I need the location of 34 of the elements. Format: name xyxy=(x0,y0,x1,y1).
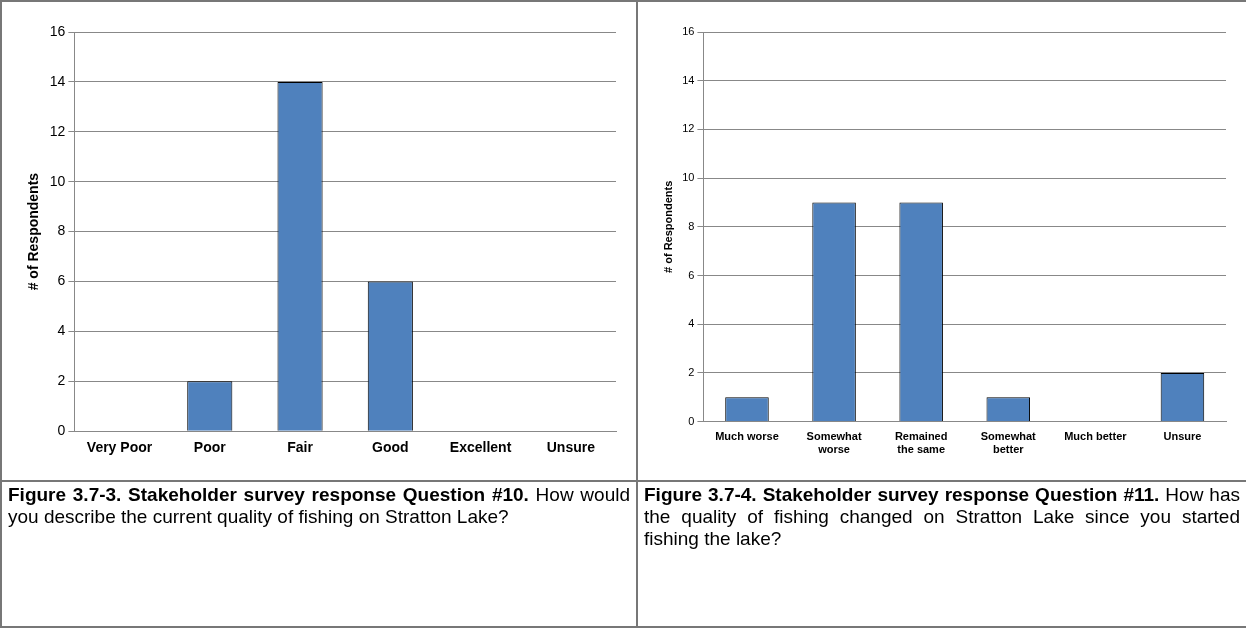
y-tick-label: 10 xyxy=(682,171,695,184)
y-tick-label: 0 xyxy=(688,414,695,427)
y-tick-label: 2 xyxy=(57,372,66,389)
y-tick-label: 16 xyxy=(682,25,695,38)
y-tick-label: 6 xyxy=(57,272,66,289)
y-tick-label: 8 xyxy=(57,222,66,239)
x-tick-label: Much worse xyxy=(715,430,779,443)
y-tick-label: 12 xyxy=(682,122,695,135)
y-tick-label: 10 xyxy=(49,172,66,189)
y-tick-label: 0 xyxy=(57,422,66,439)
y-tick-label: 14 xyxy=(49,72,66,89)
y-tick-label: 8 xyxy=(688,219,695,232)
y-tick-label: 4 xyxy=(688,317,695,330)
y-tick-label: 4 xyxy=(57,322,66,339)
x-tick-label: Somewhat better xyxy=(980,430,1037,456)
x-tick-label: Excellent xyxy=(449,439,512,456)
y-axis-title: # of Respondents xyxy=(661,180,674,273)
y-tick-label: 6 xyxy=(688,268,695,281)
x-tick-label: Much better xyxy=(1064,430,1128,443)
text: Figure 3.7-3. Stakeholder survey response Question #10. xyxy=(8,484,529,505)
y-axis-title: # of Respondents xyxy=(25,172,42,291)
x-tick-label: Poor xyxy=(193,439,227,456)
x-tick-label: Fair xyxy=(287,439,314,456)
x-tick-label: Unsure xyxy=(1163,430,1202,443)
text: Figure 3.7-4. Stakeholder survey response Question #11. xyxy=(644,484,1160,505)
x-tick-label: Good xyxy=(372,439,409,456)
y-tick-label: 16 xyxy=(49,22,66,39)
x-tick-label: Very Poor xyxy=(86,439,153,456)
x-tick-label: Somewhat worse xyxy=(806,430,862,456)
y-tick-label: 14 xyxy=(682,73,695,86)
y-tick-label: 2 xyxy=(688,365,695,378)
y-tick-label: 12 xyxy=(49,122,66,139)
x-tick-label: Remained the same xyxy=(894,430,948,456)
x-tick-label: Unsure xyxy=(546,439,596,456)
